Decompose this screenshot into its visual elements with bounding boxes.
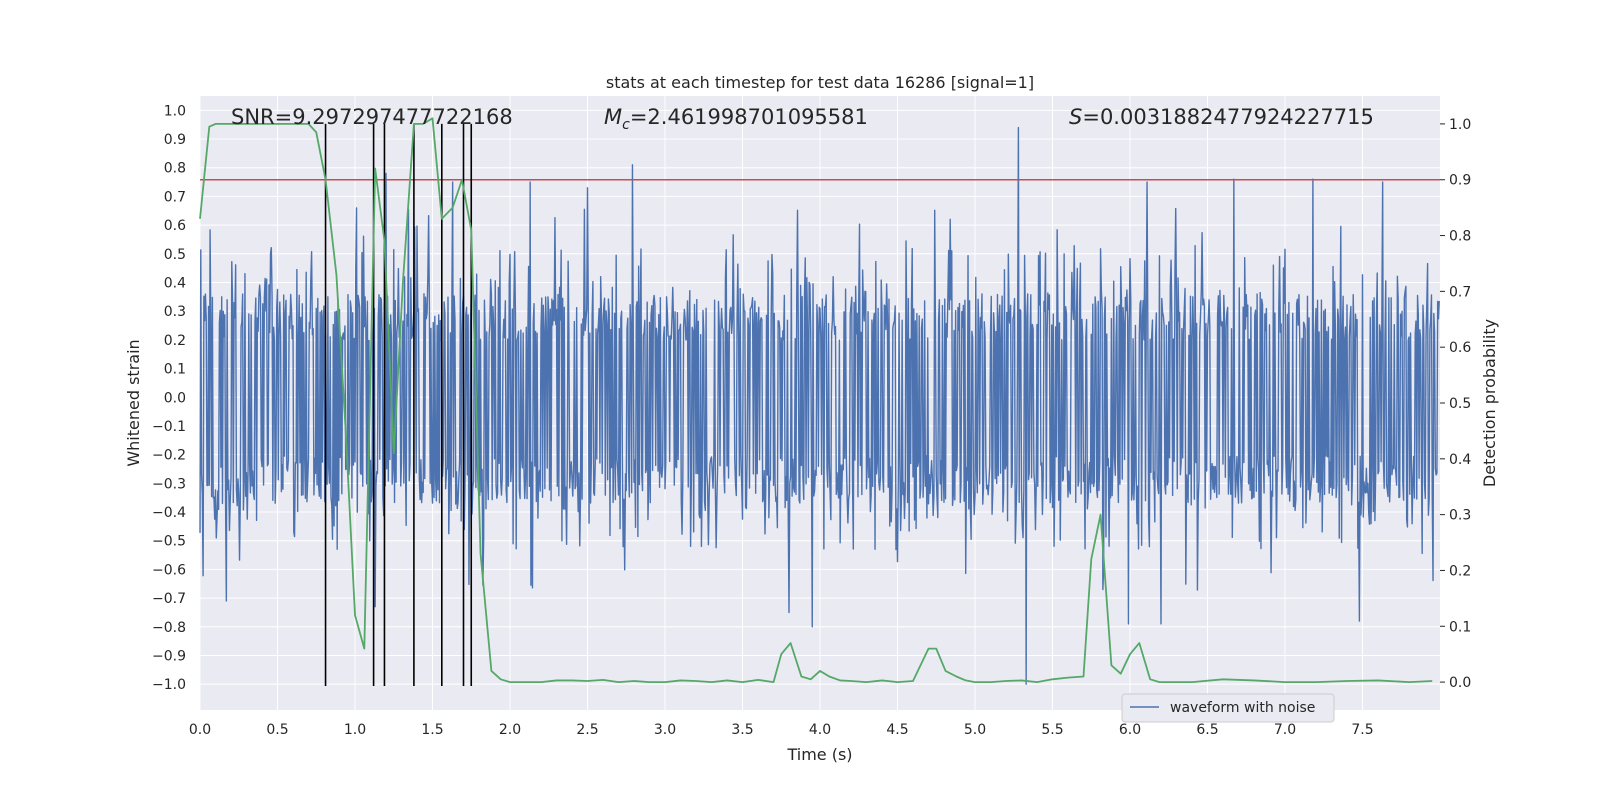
x-tick-label: 3.0: [654, 722, 676, 738]
y2-tick-label: 0.1: [1449, 619, 1471, 635]
waveform-line: [199, 126, 1440, 685]
probability-line: [199, 117, 1433, 683]
y-tick-label: −0.8: [152, 620, 186, 636]
snr-annotation: SNR=9.297297477722168: [231, 105, 513, 129]
y2-tick-label: 0.5: [1449, 396, 1471, 412]
y2-tick-label: 0.0: [1449, 675, 1471, 691]
x-tick-label: 2.0: [499, 722, 521, 738]
y2-axis-label: Detection probability: [1480, 319, 1499, 487]
x-tick-label: 0.5: [266, 722, 288, 738]
y2-tick-label: 0.7: [1449, 284, 1471, 300]
x-tick-label: 4.5: [886, 722, 908, 738]
y-tick-label: 0.1: [164, 362, 186, 378]
y-tick-label: −0.5: [152, 534, 186, 550]
chirp-mass-annotation: Mc=2.461998701095581: [604, 105, 868, 133]
y2-tick-label: 0.4: [1449, 452, 1471, 468]
prob-layer: [199, 117, 1433, 683]
x-tick-label: 6.5: [1196, 722, 1218, 738]
x-axis-label: Time (s): [786, 745, 852, 764]
x-tick-label: 6.0: [1119, 722, 1141, 738]
y-tick-label: −0.2: [152, 448, 186, 464]
y-tick-label: −0.9: [152, 648, 186, 664]
legend-box: [1121, 693, 1335, 723]
y-tick-label: 0.8: [164, 161, 186, 177]
y-axis-label: Whitened strain: [124, 339, 143, 466]
s-annotation: S=0.0031882477924227715: [1069, 105, 1374, 129]
x-tick-label: 4.0: [809, 722, 831, 738]
legend: waveform with noise: [1121, 693, 1335, 723]
vline-layer: [324, 123, 473, 686]
y-tick-label: −1.0: [152, 677, 186, 693]
waveform-layer: [199, 126, 1440, 685]
y2-tick-label: 1.0: [1449, 117, 1471, 133]
y-tick-label: 0.4: [164, 275, 186, 291]
y-tick-label: −0.4: [152, 505, 186, 521]
x-tick-label: 0.0: [189, 722, 211, 738]
x-tick-label: 3.5: [731, 722, 753, 738]
x-tick-label: 1.0: [344, 722, 366, 738]
chirp-mass-subscript: c: [622, 117, 630, 133]
y-tick-label: 0.9: [164, 132, 186, 148]
y-tick-label: −0.7: [152, 591, 186, 607]
x-tick-label: 7.5: [1351, 722, 1373, 738]
x-tick-label: 2.5: [576, 722, 598, 738]
legend-entry-waveform: waveform with noise: [1170, 700, 1315, 716]
chirp-mass-value: =2.461998701095581: [630, 105, 868, 129]
tick-layer: 0.0 0.5 1.0 1.5 2.0 2.5 3.0 3.5 4.0 4.5 5.0 5.5 6.0 6…: [152, 103, 1471, 738]
y-tick-label: 0.0: [164, 390, 186, 406]
y2-tick-label: 0.2: [1449, 563, 1471, 579]
y-tick-label: 0.3: [164, 304, 186, 320]
y-tick-label: −0.3: [152, 476, 186, 492]
y2-tick-label: 0.3: [1449, 508, 1471, 524]
x-tick-label: 5.5: [1041, 722, 1063, 738]
y-tick-label: 0.5: [164, 247, 186, 263]
chart-title: stats at each timestep for test data 162…: [606, 73, 1034, 92]
y2-tick-label: 0.8: [1449, 229, 1471, 245]
s-symbol: S: [1069, 105, 1082, 129]
x-tick-label: 1.5: [421, 722, 443, 738]
chirp-mass-symbol: M: [604, 105, 622, 129]
y-tick-label: −0.6: [152, 562, 186, 578]
y-tick-label: 0.7: [164, 189, 186, 205]
y-tick-label: 0.2: [164, 333, 186, 349]
y-tick-label: 1.0: [164, 103, 186, 119]
y2-tick-label: 0.6: [1449, 340, 1471, 356]
y2-tick-label: 0.9: [1449, 173, 1471, 189]
y-tick-label: −0.1: [152, 419, 186, 435]
y-tick-label: 0.6: [164, 218, 186, 234]
x-tick-label: 7.0: [1274, 722, 1296, 738]
s-value: =0.0031882477924227715: [1082, 105, 1374, 129]
x-tick-label: 5.0: [964, 722, 986, 738]
